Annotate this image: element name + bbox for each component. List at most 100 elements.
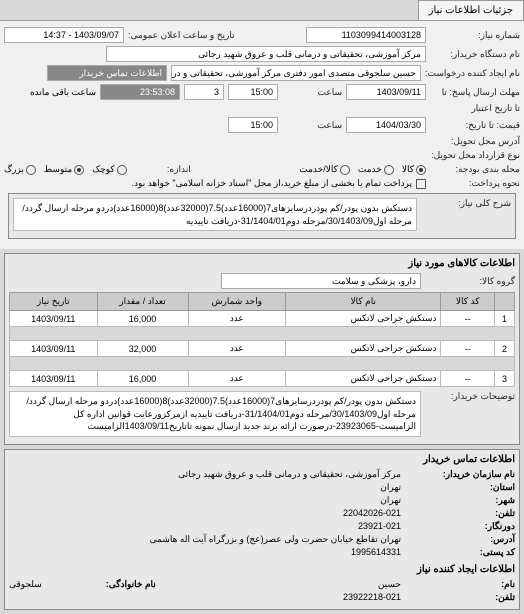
address-label: آدرس: bbox=[405, 534, 515, 545]
table-cell: 1403/09/11 bbox=[10, 341, 98, 357]
table-cell: 2 bbox=[495, 341, 515, 357]
form-panel: شماره نیاز: 1103099414003128 تاریخ و ساع… bbox=[0, 21, 524, 249]
radio-service[interactable] bbox=[384, 165, 394, 175]
size-radio-group: کوچک متوسط بزرگ bbox=[4, 164, 127, 175]
col-idx bbox=[495, 293, 515, 311]
org-value: مرکز آموزشی، تحقیقاتی و درمانی قلب و عرو… bbox=[178, 469, 401, 480]
radio-large-label: بزرگ bbox=[4, 164, 24, 175]
deadline-send-time: 15:00 bbox=[228, 84, 278, 100]
deadline-time-label: ساعت bbox=[282, 87, 342, 98]
delivery-addr-label: آدرس محل تحویل: bbox=[430, 136, 520, 147]
table-cell: -- bbox=[441, 311, 495, 327]
general-title-text: دستکش بدون پودر/کم پودردرسایزهای7(16000ع… bbox=[13, 198, 417, 231]
goods-section: اطلاعات کالاهای مورد نیاز گروه کالا: دار… bbox=[4, 253, 520, 445]
fax-value: 23921-021 bbox=[358, 521, 401, 532]
explain-label: توضیحات خریدار: bbox=[425, 391, 515, 402]
payment-checkbox[interactable] bbox=[416, 179, 426, 189]
validity-label: تا تاریخ اعتبار bbox=[430, 103, 520, 114]
tab-need-details[interactable]: جزئیات اطلاعات نیاز bbox=[418, 0, 524, 20]
table-cell: -- bbox=[441, 371, 495, 387]
radio-medium-label: متوسط bbox=[44, 164, 72, 175]
contact-section: اطلاعات تماس خریدار نام سازمان خریدار: مر… bbox=[4, 449, 520, 610]
table-header-row: کد کالا نام کالا واحد شمارش تعداد / مقدا… bbox=[10, 293, 515, 311]
table-cell: 1403/09/11 bbox=[10, 311, 98, 327]
deadline-send-date: 1403/09/11 bbox=[346, 84, 426, 100]
buyer-org-field: مرکز آموزشی، تحقیقاتی و درمانی قلب و عرو… bbox=[106, 46, 426, 62]
table-cell: -- bbox=[441, 341, 495, 357]
deadline-send-label: مهلت ارسال پاسخ: تا bbox=[430, 87, 520, 98]
size-label: اندازه: bbox=[131, 164, 191, 175]
table-cell: 16,000 bbox=[97, 371, 188, 387]
table-row: 2--دستکش جراحی لاتکسعدد32,0001403/09/11 bbox=[10, 341, 515, 357]
remaining-count: 3 bbox=[184, 84, 224, 100]
postal-label: کد پستی: bbox=[405, 547, 515, 558]
radio-small-label: کوچک bbox=[92, 164, 115, 175]
name-value: حسین bbox=[378, 579, 401, 590]
radio-service-label: خدمت bbox=[358, 164, 382, 175]
price-time-label: ساعت bbox=[282, 120, 342, 131]
contact-link[interactable]: اطلاعات تماس خریدار bbox=[47, 65, 167, 81]
col-code: کد کالا bbox=[441, 293, 495, 311]
col-date: تاریخ نیاز bbox=[10, 293, 98, 311]
table-cell: 3 bbox=[495, 371, 515, 387]
address-value: تهران تقاطع خیابان حضرت ولی عصر(عج) و بز… bbox=[150, 534, 401, 545]
radio-medium[interactable] bbox=[74, 165, 84, 175]
remaining-label: ساعت باقی مانده bbox=[30, 87, 96, 98]
remaining-time: 23:53:08 bbox=[100, 84, 180, 100]
radio-both[interactable] bbox=[340, 165, 350, 175]
radio-small[interactable] bbox=[117, 165, 127, 175]
requester-field: حسین سلجوقی متصدی امور دفتری مرکز آموزشی… bbox=[171, 65, 421, 81]
city-label: شهر: bbox=[405, 495, 515, 506]
need-number-label: شماره نیاز: bbox=[430, 30, 520, 41]
phone-label: تلفن: bbox=[405, 508, 515, 519]
name-label: نام: bbox=[405, 579, 515, 590]
general-title-label: شرح کلی نیاز: bbox=[421, 198, 511, 209]
explain-text: دستکش بدون پودر/کم پودردرسایزهای7(16000ع… bbox=[9, 391, 421, 437]
phone2-label: تلفن: bbox=[405, 592, 515, 603]
contact-section-header: اطلاعات تماس خریدار bbox=[9, 454, 515, 465]
agreement-type-label: نوع قرارداد محل تحویل: bbox=[430, 150, 520, 161]
table-cell: 1403/09/11 bbox=[10, 371, 98, 387]
table-cell: عدد bbox=[188, 341, 285, 357]
radio-large[interactable] bbox=[26, 165, 36, 175]
table-cell: عدد bbox=[188, 311, 285, 327]
table-cell: 32,000 bbox=[97, 341, 188, 357]
requester-label: نام ایجاد کننده درخواست: bbox=[425, 68, 520, 79]
need-number-field: 1103099414003128 bbox=[306, 27, 426, 43]
table-cell: 1 bbox=[495, 311, 515, 327]
table-cell: دستکش جراحی لاتکس bbox=[285, 371, 441, 387]
price-until-time: 15:00 bbox=[228, 117, 278, 133]
table-row: 3--دستکش جراحی لاتکسعدد16,0001403/09/11 bbox=[10, 371, 515, 387]
goods-group-field: دارو، پزشکی و سلامت bbox=[221, 273, 421, 289]
creator-header: اطلاعات ایجاد کننده نیاز bbox=[9, 564, 515, 575]
radio-goods[interactable] bbox=[416, 165, 426, 175]
budget-type-label: محله بندی بودجه: bbox=[430, 164, 520, 175]
fax-label: دورنگار: bbox=[405, 521, 515, 532]
price-until-date: 1404/03/30 bbox=[346, 117, 426, 133]
goods-group-label: گروه کالا: bbox=[425, 276, 515, 287]
announce-field: 1403/09/07 - 14:37 bbox=[4, 27, 124, 43]
org-label: نام سازمان خریدار: bbox=[405, 469, 515, 480]
goods-table: کد کالا نام کالا واحد شمارش تعداد / مقدا… bbox=[9, 292, 515, 387]
general-title-box: شرح کلی نیاز: دستکش بدون پودر/کم پودردرس… bbox=[8, 193, 516, 239]
table-gap-row bbox=[10, 327, 515, 341]
payment-type-label: نحوه پرداخت: bbox=[430, 178, 520, 189]
table-row: 1--دستکش جراحی لاتکسعدد16,0001403/09/11 bbox=[10, 311, 515, 327]
radio-both-label: کالا/خدمت bbox=[299, 164, 338, 175]
col-qty: تعداد / مقدار bbox=[97, 293, 188, 311]
goods-section-header: اطلاعات کالاهای مورد نیاز bbox=[9, 258, 515, 269]
col-name: نام کالا bbox=[285, 293, 441, 311]
family-value: سلجوقی bbox=[9, 579, 42, 590]
announce-label: تاریخ و ساعت اعلان عمومی: bbox=[128, 30, 235, 41]
postal-value: 1995614331 bbox=[351, 547, 401, 558]
phone2-value: 23922218-021 bbox=[343, 592, 401, 603]
city-value: تهران bbox=[380, 495, 401, 506]
radio-goods-label: کالا bbox=[402, 164, 414, 175]
family-label: نام خانوادگی: bbox=[46, 579, 156, 590]
price-until-label: قیمت: تا تاریخ: bbox=[430, 120, 520, 131]
budget-radio-group: کالا خدمت کالا/خدمت bbox=[299, 164, 426, 175]
payment-note: پرداخت تمام یا بخشی از مبلغ خرید،از محل … bbox=[132, 178, 412, 189]
table-cell: عدد bbox=[188, 371, 285, 387]
buyer-org-label: نام دستگاه خریدار: bbox=[430, 49, 520, 60]
table-gap-row bbox=[10, 357, 515, 371]
